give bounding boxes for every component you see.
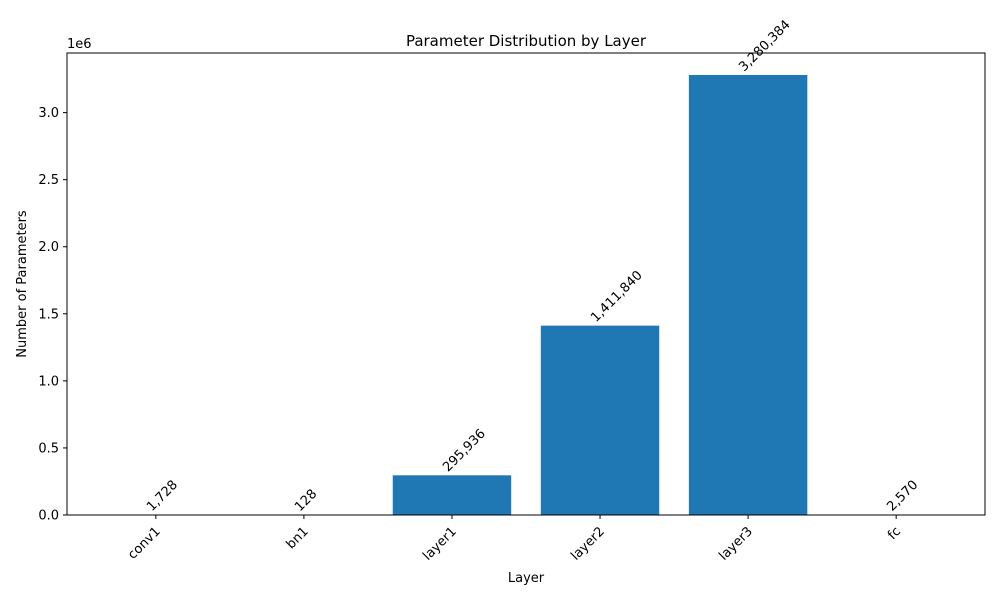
- bar-layer2: [540, 325, 660, 515]
- y-tick-label: 0.5: [38, 441, 59, 456]
- y-tick-label: 2.0: [38, 240, 59, 255]
- y-tick-label: 0.0: [38, 509, 59, 524]
- y-axis-ticks: 0.0 0.5 1.0 1.5 2.0 2.5 3.0: [38, 106, 67, 524]
- bar-layer1: [392, 475, 512, 515]
- y-tick-label: 3.0: [38, 106, 59, 121]
- y-tick-label: 1.0: [38, 374, 59, 389]
- plot-frame: [66, 52, 986, 516]
- y-offset-text: 1e6: [67, 37, 92, 52]
- x-axis-label: Layer: [508, 571, 545, 586]
- chart-title: Parameter Distribution by Layer: [406, 32, 647, 50]
- y-tick-label: 1.5: [38, 307, 59, 322]
- y-tick-label: 2.5: [38, 173, 59, 188]
- bars: [96, 74, 956, 516]
- bar-layer3: [688, 74, 808, 516]
- y-axis-label: Number of Parameters: [15, 210, 30, 358]
